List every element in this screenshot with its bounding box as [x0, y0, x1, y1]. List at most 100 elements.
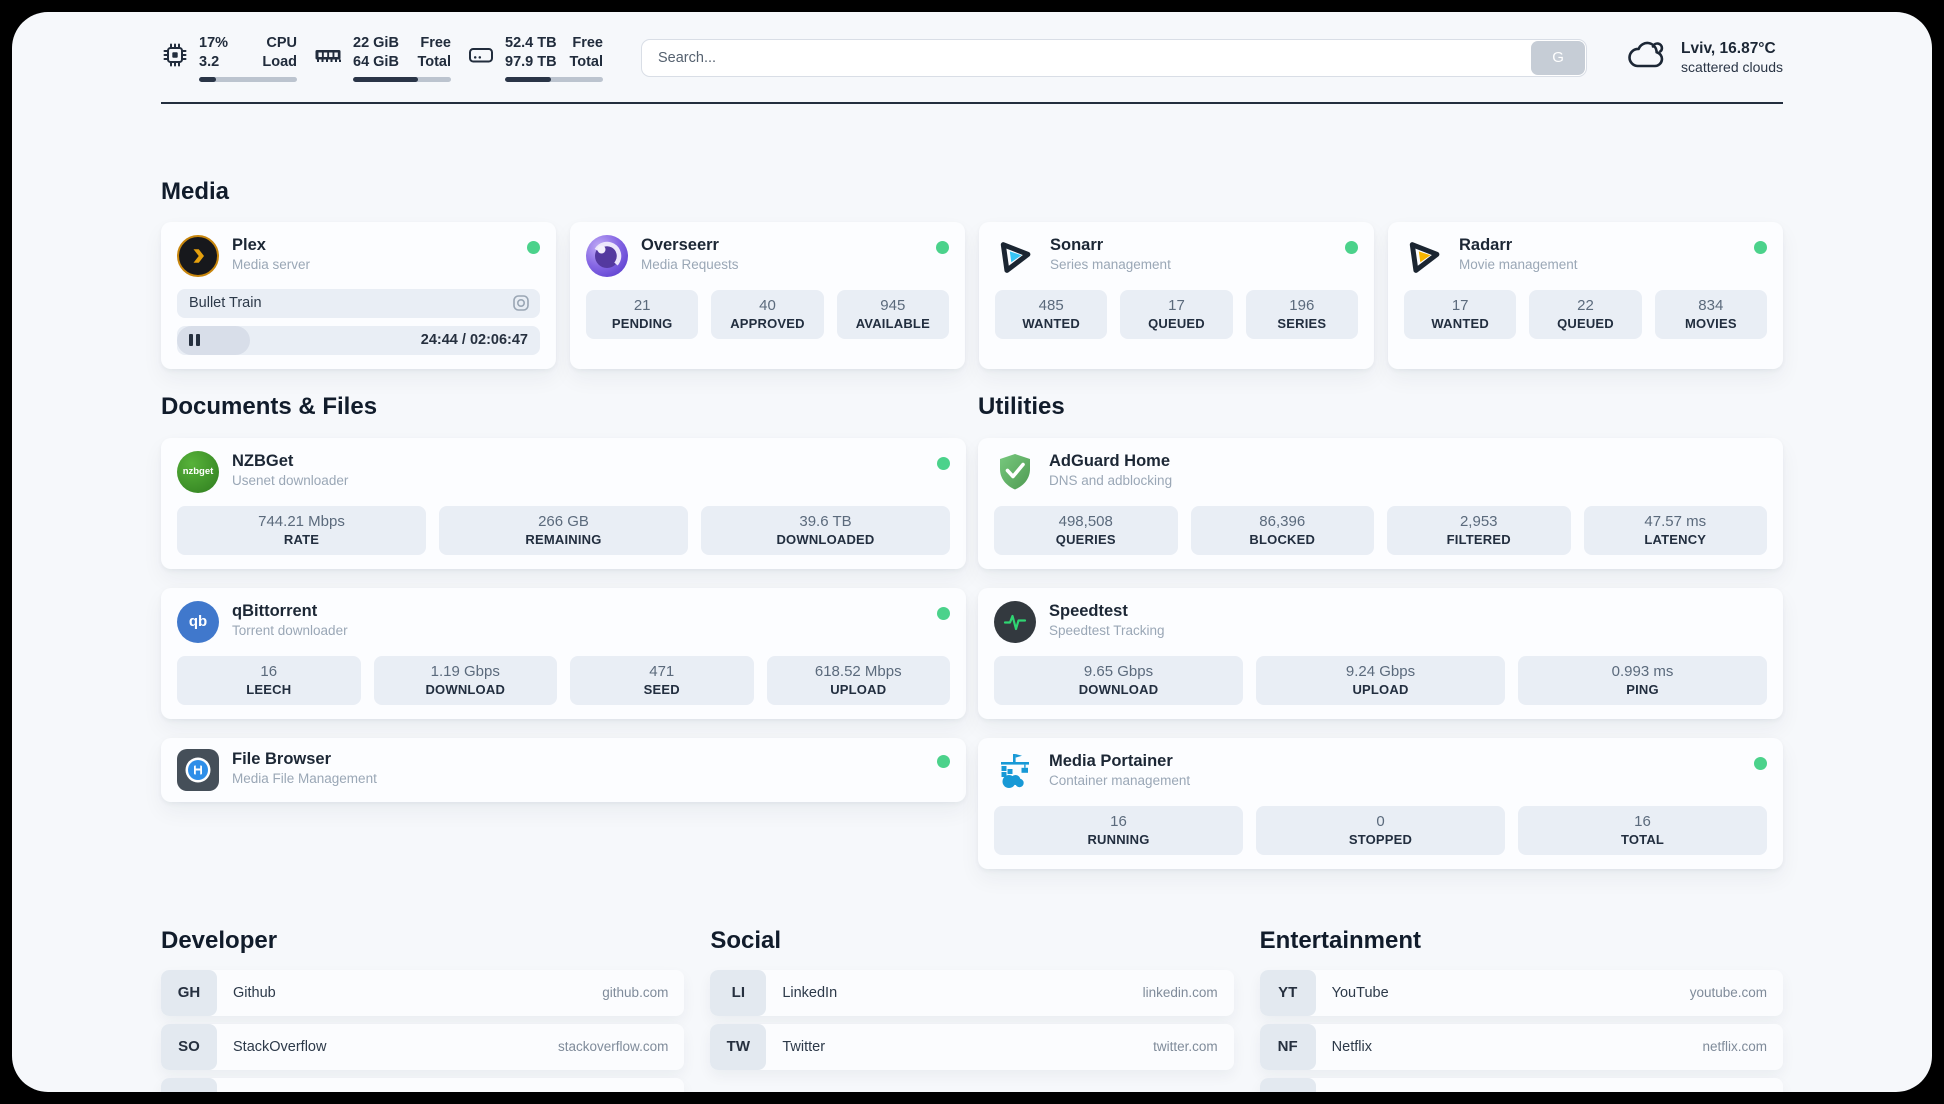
section-title-utilities: Utilities	[978, 392, 1065, 420]
search-engine-button[interactable]: G	[1531, 40, 1586, 75]
disk-stat-group: 52.4 TB Free 97.9 TB Total	[467, 34, 603, 82]
stat-available: 945 AVAILABLE	[836, 289, 949, 339]
app-card-speedtest[interactable]: Speedtest Speedtest Tracking 9.65 Gbps DO…	[978, 587, 1783, 719]
link-badge: YT	[1259, 969, 1316, 1016]
app-subtitle: DNS and adblocking	[1049, 472, 1173, 488]
system-stats: 17% CPU 3.2 Load 22	[161, 34, 603, 82]
top-bar: 17% CPU 3.2 Load 22	[161, 12, 1783, 104]
cpu-progress-bar	[199, 76, 297, 82]
link-badge: GH	[161, 969, 217, 1016]
app-subtitle: Speedtest Tracking	[1049, 622, 1165, 638]
disk-icon	[467, 41, 495, 74]
stat-running: 16 RUNNING	[994, 805, 1243, 855]
app-subtitle: Media Requests	[641, 256, 739, 272]
status-online-dot	[1754, 756, 1767, 770]
stat-approved: 40 APPROVED	[711, 289, 824, 339]
filebrowser-icon	[177, 748, 219, 791]
section-title-developer: Developer	[161, 926, 278, 954]
link-netflix[interactable]: NF Netflix netflix.com	[1259, 1023, 1783, 1070]
link-linkedin[interactable]: LI LinkedIn linkedin.com	[710, 969, 1234, 1016]
memory-progress-bar	[353, 76, 451, 82]
link-reddit[interactable]: RE Reddit reddit.com	[1259, 1077, 1783, 1092]
app-subtitle: Container management	[1049, 772, 1191, 788]
app-subtitle: Media server	[232, 256, 311, 272]
stat-movies: 834 MOVIES	[1654, 289, 1767, 339]
link-stackoverflow[interactable]: SO StackOverflow stackoverflow.com	[161, 1023, 685, 1070]
utilities-column: Utilities	[978, 393, 1783, 869]
stat-total: 16 TOTAL	[1518, 805, 1767, 855]
memory-label-top: Free	[420, 35, 451, 51]
pause-icon	[189, 334, 200, 347]
status-online-dot	[1754, 240, 1767, 254]
now-playing-title: Bullet Train	[189, 295, 262, 312]
app-subtitle: Series management	[1050, 256, 1171, 272]
disk-progress-bar	[505, 76, 603, 82]
portainer-icon	[994, 751, 1036, 793]
app-card-qbittorrent[interactable]: qb qBittorrent Torrent downloader 16 LEEC…	[161, 587, 966, 719]
link-badge: NF	[1259, 1023, 1316, 1070]
link-badge: LI	[710, 969, 767, 1016]
memory-label-bottom: Total	[417, 53, 451, 70]
overseerr-icon	[586, 234, 628, 277]
app-subtitle: Usenet downloader	[232, 472, 349, 488]
disk-label-top: Free	[572, 35, 603, 51]
stat-series: 196 SERIES	[1245, 289, 1358, 339]
link-youtube[interactable]: YT YouTube youtube.com	[1259, 969, 1783, 1016]
link-twitter[interactable]: TW Twitter twitter.com	[710, 1023, 1234, 1070]
app-card-portainer[interactable]: Media Portainer Container management 16 R…	[978, 737, 1783, 869]
section-title-media: Media	[161, 177, 230, 205]
app-card-radarr[interactable]: Radarr Movie management 17 WANTED 22 QUEUE…	[1388, 221, 1783, 369]
app-card-filebrowser[interactable]: File Browser Media File Management	[161, 737, 966, 802]
link-badge: RE	[1259, 1077, 1316, 1092]
stat-upload: 9.24 Gbps UPLOAD	[1256, 655, 1505, 705]
status-online-dot	[527, 240, 540, 254]
player-progress-fill	[177, 325, 250, 355]
stat-seed: 471 SEED	[570, 655, 754, 705]
stat-queries: 498,508 QUERIES	[994, 505, 1178, 555]
app-name: Media Portainer	[1049, 751, 1173, 770]
app-name: qBittorrent	[232, 601, 318, 620]
stat-remaining: 266 GB REMAINING	[439, 505, 688, 555]
stat-download: 9.65 Gbps DOWNLOAD	[994, 655, 1243, 705]
now-playing-row: Bullet Train	[177, 288, 540, 318]
memory-total: 64 GiB	[353, 53, 399, 70]
app-subtitle: Movie management	[1459, 256, 1578, 272]
app-card-sonarr[interactable]: Sonarr Series management 485 WANTED 17 QUE…	[979, 221, 1374, 369]
status-online-dot	[1345, 240, 1358, 254]
link-github[interactable]: GH Github github.com	[161, 969, 685, 1016]
search-bar: G	[641, 38, 1588, 77]
disk-free: 52.4 TB	[505, 35, 557, 51]
cpu-stat-group: 17% CPU 3.2 Load	[161, 34, 297, 82]
cpu-label-top: CPU	[266, 35, 297, 51]
link-badge: SO	[161, 1023, 217, 1070]
status-online-dot	[937, 754, 950, 768]
status-online-dot	[937, 606, 950, 620]
weather-condition: scattered clouds	[1681, 59, 1783, 76]
stat-filtered: 2,953 FILTERED	[1387, 505, 1571, 555]
stat-upload: 618.52 Mbps UPLOAD	[766, 655, 950, 705]
speedtest-icon	[994, 600, 1036, 643]
cpu-icon	[161, 41, 189, 74]
bookmark-group-entertainment: Entertainment YT YouTube youtube.com NF …	[1259, 927, 1783, 1092]
app-card-nzbget[interactable]: nzbget NZBGet Usenet downloader 744.21 M…	[161, 437, 966, 569]
search-input[interactable]	[641, 38, 1588, 77]
memory-free: 22 GiB	[353, 35, 399, 51]
app-card-plex[interactable]: Plex Media server Bullet Train 24:44 / 0…	[161, 221, 556, 369]
bookmark-group-developer: Developer GH Github github.com SO StackO…	[161, 926, 685, 1092]
cpu-label-bottom: Load	[262, 53, 297, 70]
link-badge: DT	[161, 1077, 217, 1092]
cloud-icon	[1625, 37, 1669, 78]
app-card-overseerr[interactable]: Overseerr Media Requests 21 PENDING 40 APP…	[570, 221, 965, 369]
link-dev[interactable]: DT DEV dev.to	[161, 1077, 685, 1092]
app-card-adguard[interactable]: AdGuard Home DNS and adblocking 498,508 Q…	[978, 437, 1783, 569]
stat-downloaded: 39.6 TB DOWNLOADED	[701, 505, 950, 555]
section-title-documents: Documents & Files	[161, 392, 378, 420]
player-progress-row: 24:44 / 02:06:47	[177, 325, 540, 355]
adguard-icon	[994, 451, 1036, 493]
stat-latency: 47.57 ms LATENCY	[1583, 505, 1767, 555]
app-name: Radarr	[1459, 235, 1513, 254]
app-name: File Browser	[232, 749, 332, 768]
app-name: Speedtest	[1049, 601, 1128, 620]
cpu-load: 3.2	[199, 53, 220, 70]
stat-wanted: 485 WANTED	[995, 289, 1108, 339]
